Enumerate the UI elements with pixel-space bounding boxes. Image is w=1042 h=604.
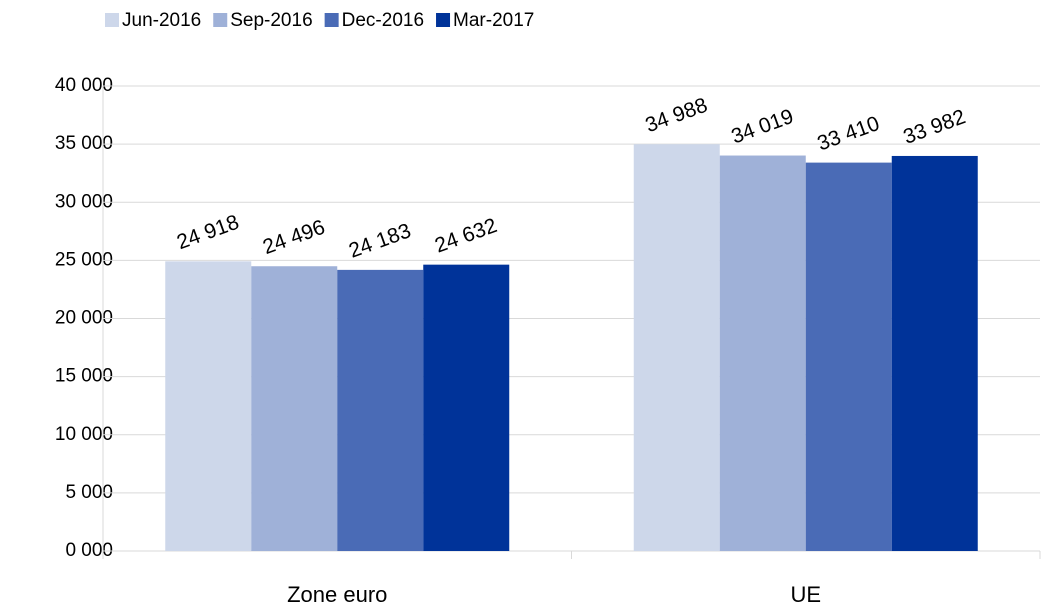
bar: [423, 264, 510, 551]
y-tick-label: 25 000: [55, 249, 113, 270]
y-tick-label: 5 000: [65, 482, 113, 503]
value-label: 34 988: [642, 94, 710, 138]
legend-label: Mar-2017: [453, 10, 534, 31]
legend-swatch: [324, 13, 339, 27]
bar: [719, 155, 806, 552]
value-label: 24 632: [432, 214, 500, 258]
legend-label: Dec-2016: [342, 10, 424, 31]
x-tick-label: UE: [790, 582, 821, 604]
value-label: 33 982: [900, 105, 968, 149]
x-tick-label: Zone euro: [287, 582, 387, 604]
bar: [891, 155, 978, 552]
bar: [633, 144, 720, 551]
legend-swatch: [436, 13, 451, 27]
legend-swatch: [105, 13, 119, 27]
bar: [251, 266, 338, 551]
value-label: 34 019: [728, 105, 796, 149]
value-label: 24 496: [260, 216, 328, 260]
bar: [805, 162, 892, 551]
legend-label: Jun-2016: [122, 10, 201, 31]
value-label: 33 410: [814, 112, 882, 156]
y-tick-label: 30 000: [55, 191, 113, 212]
y-tick-label: 35 000: [55, 133, 113, 154]
legend-swatch: [213, 13, 228, 27]
y-tick-label: 40 000: [55, 75, 113, 96]
value-label: 24 918: [174, 211, 242, 255]
bar: [165, 261, 252, 551]
y-tick-label: 0 000: [65, 540, 113, 561]
y-tick-label: 10 000: [55, 424, 113, 445]
y-tick-label: 20 000: [55, 308, 113, 329]
value-label: 24 183: [346, 219, 414, 263]
bar: [337, 269, 424, 551]
y-tick-label: 15 000: [55, 366, 113, 387]
legend-label: Sep-2016: [230, 10, 312, 31]
